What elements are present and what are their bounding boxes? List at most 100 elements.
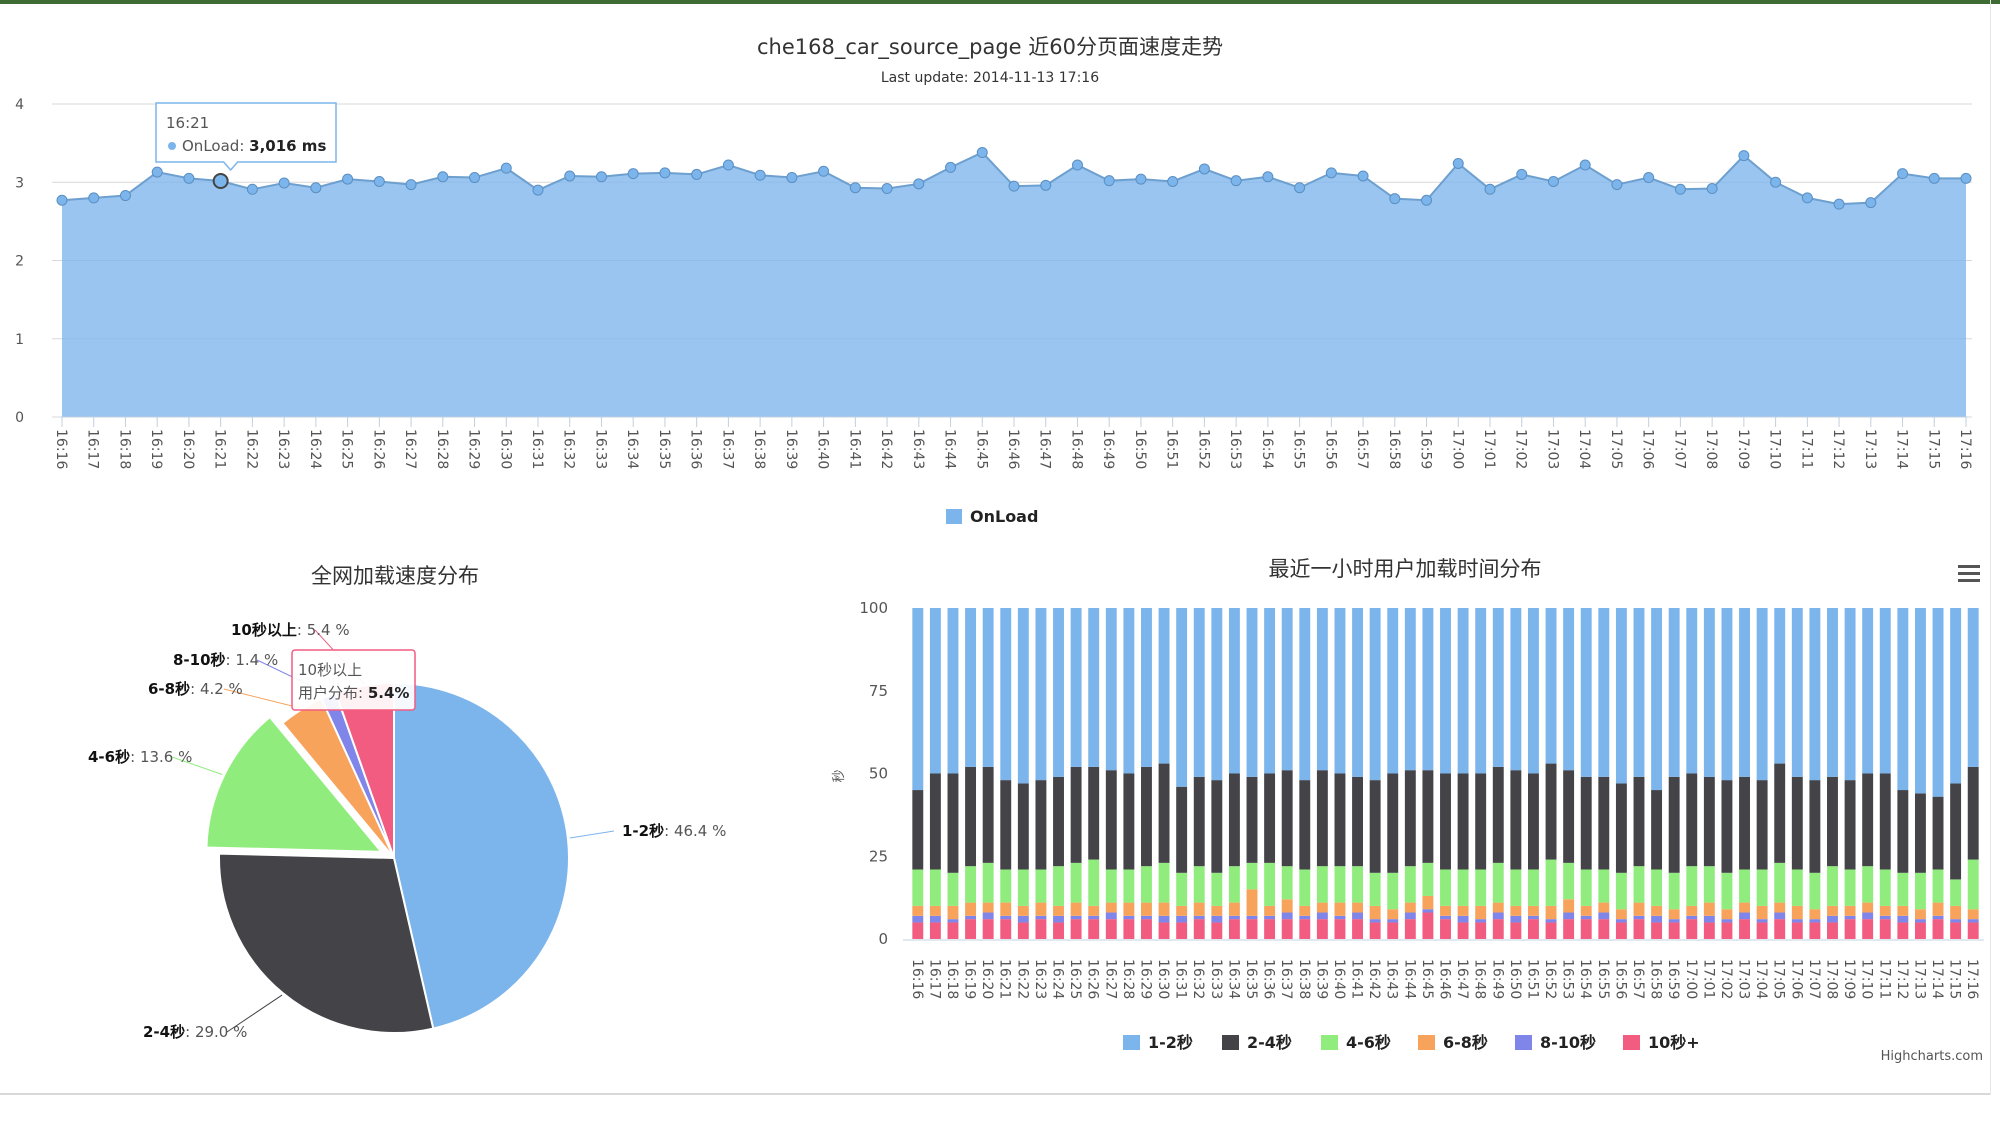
bar-segment[interactable] <box>1228 915 1240 920</box>
bar-segment[interactable] <box>1492 902 1504 913</box>
bar-segment[interactable] <box>1492 766 1504 863</box>
bar-segment[interactable] <box>912 869 924 906</box>
bar-segment[interactable] <box>1105 902 1117 913</box>
hamburger-icon[interactable] <box>1958 565 1980 582</box>
bar-segment[interactable] <box>1404 770 1416 867</box>
onload-point[interactable] <box>1452 157 1464 169</box>
onload-point[interactable] <box>1008 180 1020 192</box>
bar-segment[interactable] <box>1879 869 1891 906</box>
bar-segment[interactable] <box>982 862 994 903</box>
bar-segment[interactable] <box>1404 902 1416 913</box>
bar-segment[interactable] <box>1334 919 1346 939</box>
bar-segment[interactable] <box>929 869 941 906</box>
bar-segment[interactable] <box>1879 773 1891 870</box>
bar-segment[interactable] <box>1739 869 1750 903</box>
bar-segment[interactable] <box>1316 919 1328 939</box>
bar-segment[interactable] <box>1598 776 1610 870</box>
onload-point[interactable] <box>56 194 68 206</box>
bar-segment[interactable] <box>1440 915 1451 920</box>
bar-segment[interactable] <box>1668 776 1680 873</box>
bar-segment[interactable] <box>1475 608 1487 774</box>
bar-segment[interactable] <box>1686 905 1698 916</box>
bar-segment[interactable] <box>1299 915 1311 920</box>
bar-segment[interactable] <box>1967 909 1979 920</box>
bar-segment[interactable] <box>1580 905 1592 916</box>
onload-point[interactable] <box>532 184 544 196</box>
bar-segment[interactable] <box>1527 919 1539 939</box>
bar-segment[interactable] <box>1246 862 1258 890</box>
bar-segment[interactable] <box>1651 922 1663 939</box>
onload-point[interactable] <box>1389 193 1401 205</box>
bar-segment[interactable] <box>1756 869 1768 906</box>
bar-segment[interactable] <box>1686 915 1698 920</box>
bar-segment[interactable] <box>1246 919 1258 939</box>
bar-segment[interactable] <box>1369 905 1381 920</box>
bar-segment[interactable] <box>1316 608 1328 771</box>
bar-segment[interactable] <box>1527 608 1539 774</box>
bar-segment[interactable] <box>1844 869 1856 906</box>
bar-segment[interactable] <box>1158 902 1170 916</box>
bar-segment[interactable] <box>929 773 941 870</box>
bar-segment[interactable] <box>929 905 941 916</box>
bar-segment[interactable] <box>1686 919 1698 939</box>
onload-point[interactable] <box>1643 172 1655 184</box>
bar-segment[interactable] <box>1703 866 1715 903</box>
bar-segment[interactable] <box>1475 922 1487 939</box>
bar-segment[interactable] <box>912 790 924 870</box>
bar-segment[interactable] <box>1950 879 1962 906</box>
bar-segment[interactable] <box>1492 912 1504 920</box>
onload-point[interactable] <box>1071 159 1083 171</box>
onload-point[interactable] <box>1198 163 1210 175</box>
bar-segment[interactable] <box>1967 766 1979 860</box>
bar-segment[interactable] <box>1105 869 1117 903</box>
bar-segment[interactable] <box>1651 790 1663 870</box>
bar-segment[interactable] <box>982 912 994 920</box>
onload-point[interactable] <box>1897 168 1909 180</box>
bar-segment[interactable] <box>1932 902 1944 916</box>
bar-segment[interactable] <box>947 905 959 920</box>
bar-segment[interactable] <box>1141 866 1152 903</box>
bar-segment[interactable] <box>1299 919 1311 939</box>
onload-point[interactable] <box>1547 175 1559 187</box>
bar-segment[interactable] <box>1017 922 1029 939</box>
bar-segment[interactable] <box>947 922 959 939</box>
onload-point[interactable] <box>1611 179 1623 191</box>
bar-segment[interactable] <box>1739 919 1750 939</box>
bar-segment[interactable] <box>1809 872 1821 910</box>
bar-segment[interactable] <box>1897 790 1909 873</box>
bar-segment[interactable] <box>1739 912 1750 920</box>
bar-segment[interactable] <box>1897 608 1909 791</box>
bar-segment[interactable] <box>912 922 924 939</box>
bar-segment[interactable] <box>1721 909 1733 920</box>
pie-slice[interactable] <box>393 681 570 1030</box>
bar-segment[interactable] <box>1246 889 1258 916</box>
bar-segment[interactable] <box>1545 919 1557 923</box>
bar-segment[interactable] <box>1123 869 1135 903</box>
onload-point[interactable] <box>1135 173 1147 185</box>
bar-segment[interactable] <box>1281 919 1293 939</box>
bar-segment[interactable] <box>1791 869 1803 906</box>
bar-segment[interactable] <box>1510 770 1522 870</box>
bar-segment[interactable] <box>1844 780 1856 870</box>
onload-point[interactable] <box>151 166 163 178</box>
bar-segment[interactable] <box>1862 919 1874 939</box>
bar-segment[interactable] <box>1281 770 1293 867</box>
bar-segment[interactable] <box>1176 922 1188 939</box>
bar-segment[interactable] <box>1862 902 1874 913</box>
bar-segment[interactable] <box>947 919 959 923</box>
bar-segment[interactable] <box>1017 905 1029 916</box>
bar-segment[interactable] <box>1563 899 1575 913</box>
onload-point[interactable] <box>691 168 703 180</box>
bar-segment[interactable] <box>1914 919 1926 923</box>
bar-segment[interactable] <box>1721 872 1733 910</box>
bar-segment[interactable] <box>1141 766 1152 867</box>
bar-legend-item[interactable]: 8-10秒 <box>1540 1033 1596 1052</box>
bar-segment[interactable] <box>1914 909 1926 920</box>
onload-point[interactable] <box>1738 150 1750 162</box>
bar-segment[interactable] <box>1633 902 1645 916</box>
bar-segment[interactable] <box>1686 608 1698 774</box>
bar-segment[interactable] <box>1387 608 1399 774</box>
bar-segment[interactable] <box>947 773 959 873</box>
bar-segment[interactable] <box>1422 895 1434 910</box>
bar-segment[interactable] <box>1827 922 1838 939</box>
